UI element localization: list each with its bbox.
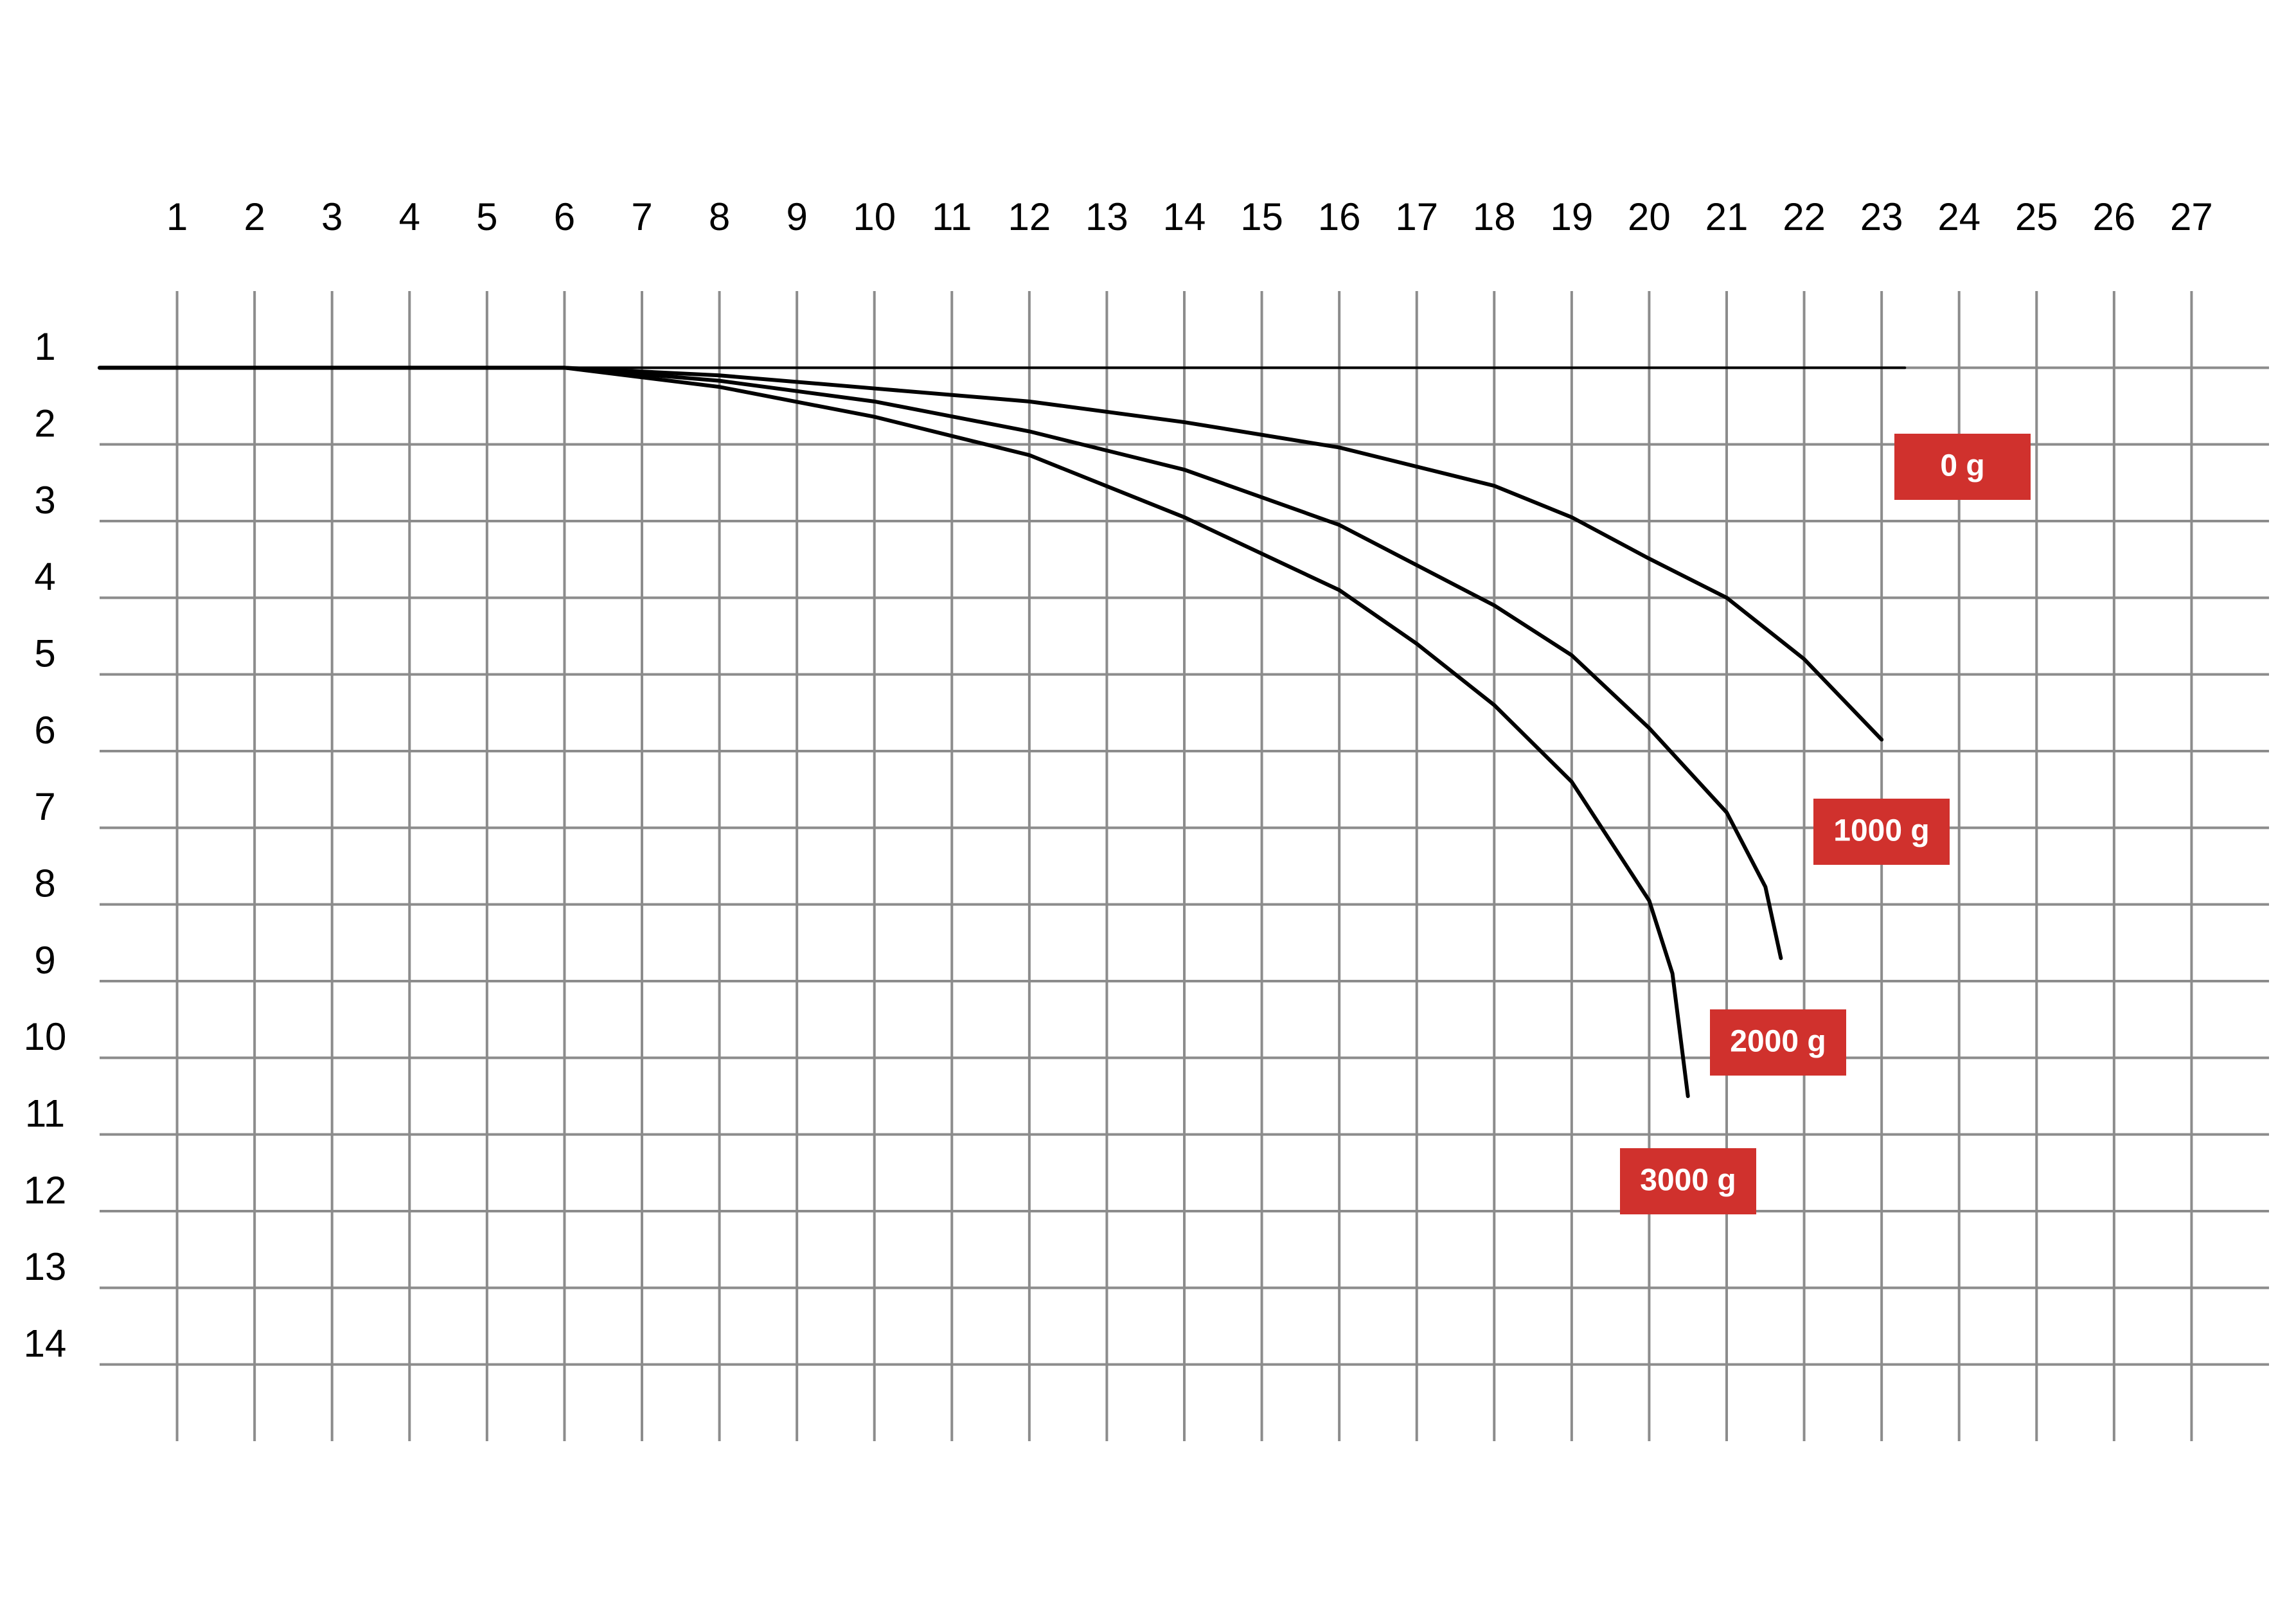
x-tick-label: 5 xyxy=(476,195,497,238)
x-tick-label: 27 xyxy=(2170,195,2213,238)
y-tick-label: 8 xyxy=(34,862,55,905)
x-tick-label: 12 xyxy=(1008,195,1051,238)
x-tick-label: 21 xyxy=(1705,195,1749,238)
x-tick-label: 6 xyxy=(554,195,575,238)
x-tick-label: 18 xyxy=(1473,195,1516,238)
weight-label: 1000 g xyxy=(1833,814,1929,848)
x-tick-label: 10 xyxy=(853,195,896,238)
y-tick-label: 13 xyxy=(24,1245,67,1288)
x-tick-label: 11 xyxy=(932,195,972,238)
x-tick-label: 9 xyxy=(786,195,807,238)
weight-label-box xyxy=(1620,1148,1756,1214)
weight-label: 3000 g xyxy=(1640,1164,1736,1198)
x-tick-label: 7 xyxy=(631,195,652,238)
x-tick-label: 24 xyxy=(1937,195,1980,238)
x-tick-label: 19 xyxy=(1550,195,1593,238)
x-tick-label: 16 xyxy=(1318,195,1361,238)
y-tick-label: 1 xyxy=(34,325,55,368)
weight-label: 0 g xyxy=(1940,449,1984,483)
x-tick-label: 2 xyxy=(244,195,265,238)
y-tick-label: 14 xyxy=(24,1322,67,1365)
x-tick-label: 8 xyxy=(709,195,730,238)
y-tick-label: 7 xyxy=(34,785,55,828)
x-tick-label: 15 xyxy=(1240,195,1283,238)
y-tick-label: 11 xyxy=(25,1092,65,1135)
y-tick-label: 12 xyxy=(24,1169,67,1212)
x-tick-label: 26 xyxy=(2092,195,2135,238)
x-tick-label: 17 xyxy=(1395,195,1438,238)
y-tick-label: 2 xyxy=(34,402,55,445)
y-tick-label: 4 xyxy=(34,555,55,598)
weight-label-box xyxy=(1710,1009,1846,1076)
x-tick-label: 22 xyxy=(1783,195,1826,238)
y-tick-label: 6 xyxy=(34,709,55,752)
weight-label-box xyxy=(1894,434,2031,500)
deflection-curve xyxy=(98,366,1690,1098)
y-tick-label: 10 xyxy=(24,1015,67,1058)
x-tick-label: 23 xyxy=(1860,195,1903,238)
y-tick-label: 5 xyxy=(34,632,55,675)
y-tick-label: 9 xyxy=(34,939,55,982)
weight-label: 2000 g xyxy=(1730,1025,1826,1059)
x-tick-label: 25 xyxy=(2015,195,2058,238)
x-tick-label: 3 xyxy=(321,195,343,238)
x-tick-label: 4 xyxy=(399,195,420,238)
deflection-curve xyxy=(98,366,1884,742)
x-tick-label: 13 xyxy=(1085,195,1128,238)
deflection-curve xyxy=(98,366,1783,961)
weight-label-box xyxy=(1813,799,1950,865)
x-tick-label: 14 xyxy=(1163,195,1206,238)
x-tick-label: 1 xyxy=(166,195,188,238)
y-tick-label: 3 xyxy=(34,479,55,522)
x-tick-label: 20 xyxy=(1628,195,1671,238)
